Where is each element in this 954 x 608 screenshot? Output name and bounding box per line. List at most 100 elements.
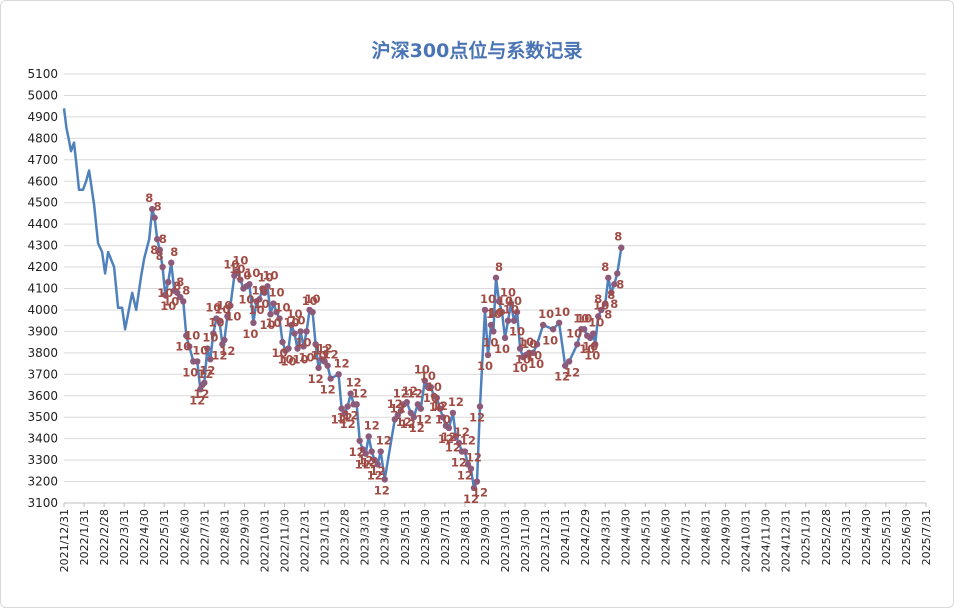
data-label: 10	[500, 286, 516, 300]
data-point	[344, 403, 351, 410]
data-label: 12	[193, 387, 209, 401]
data-label: 10	[262, 268, 278, 282]
data-label: 10	[284, 316, 300, 330]
data-point	[445, 424, 453, 432]
data-label: 10	[274, 301, 290, 315]
data-label: 10	[573, 311, 589, 325]
x-tick-label: 2021/12/31	[58, 509, 71, 572]
data-label: 8	[607, 288, 615, 302]
data-label: 12	[340, 417, 356, 431]
data-label: 12	[352, 386, 368, 400]
x-tick-label: 2025/7/31	[920, 509, 933, 565]
data-label: 10	[175, 340, 191, 354]
data-point	[618, 244, 625, 251]
data-point	[156, 246, 164, 254]
x-tick-label: 2024/6/30	[659, 509, 672, 565]
data-point	[452, 433, 460, 440]
data-label: 10	[214, 303, 230, 317]
data-label: 12	[358, 453, 374, 467]
data-label: 10	[238, 293, 254, 307]
data-label: 8	[176, 275, 184, 289]
data-label: 12	[463, 492, 479, 506]
data-point	[151, 214, 158, 221]
data-label: 12	[334, 356, 350, 370]
data-label: 10	[576, 311, 592, 325]
data-label: 10	[584, 348, 600, 362]
data-point	[595, 313, 602, 320]
data-point	[341, 409, 348, 417]
data-label: 12	[349, 445, 365, 459]
data-label: 10	[542, 333, 558, 347]
x-tick-label: 2024/11/30	[760, 509, 773, 572]
x-tick-label: 2022/5/31	[158, 509, 171, 565]
data-label: 10	[216, 298, 232, 312]
data-point	[427, 383, 435, 391]
data-label: 12	[355, 458, 371, 472]
x-tick-label: 2024/7/31	[679, 509, 692, 565]
data-label: 12	[320, 383, 336, 397]
data-point	[303, 328, 310, 335]
data-label: 10	[480, 292, 496, 306]
data-label: 12	[472, 486, 488, 500]
series-line	[62, 108, 623, 490]
data-point	[481, 306, 489, 314]
data-label: 10	[278, 353, 294, 367]
data-point	[297, 328, 304, 335]
data-point	[549, 326, 557, 333]
chart-title: 沪深300点位与系数记录	[371, 40, 583, 62]
data-point	[224, 313, 231, 320]
x-tick-label: 2024/9/30	[720, 509, 733, 565]
data-point	[397, 407, 404, 414]
data-point	[403, 398, 410, 406]
x-tick-label: 2023/7/31	[439, 509, 452, 565]
x-tick-label: 2023/9/30	[479, 509, 492, 565]
data-point	[353, 401, 360, 408]
y-tick-label: 3400	[27, 432, 58, 446]
data-point	[449, 409, 457, 417]
x-tick-label: 2023/3/31	[359, 509, 372, 565]
data-label: 10	[163, 295, 179, 309]
data-point	[362, 450, 369, 457]
data-label: 10	[225, 310, 241, 324]
x-tick-label: 2023/8/31	[459, 509, 472, 565]
data-label: 12	[393, 386, 409, 400]
data-point	[335, 371, 342, 378]
data-point	[533, 341, 541, 348]
data-label: 10	[526, 348, 542, 362]
data-label: 10	[182, 365, 198, 379]
data-label: 10	[242, 327, 258, 341]
data-label: 10	[305, 292, 321, 306]
data-point	[273, 308, 280, 316]
data-point	[433, 394, 441, 402]
data-label: 10	[259, 318, 275, 332]
data-label: 8	[614, 230, 622, 244]
x-tick-label: 2023/5/31	[399, 509, 412, 565]
x-tick-label: 2025/6/30	[900, 509, 913, 565]
data-point	[165, 278, 172, 286]
data-label: 10	[296, 335, 312, 349]
data-point	[264, 283, 271, 290]
data-label: 8	[495, 260, 503, 274]
data-label: 8	[182, 283, 190, 297]
data-label: 12	[448, 395, 464, 409]
data-label: 10	[268, 286, 284, 300]
data-label: 8	[616, 277, 624, 291]
data-label: 10	[223, 258, 239, 272]
x-tick-label: 2025/4/30	[860, 509, 873, 565]
data-label: 12	[564, 365, 580, 379]
x-tick-label: 2024/12/31	[780, 509, 793, 572]
data-point	[592, 341, 599, 348]
data-label: 10	[528, 357, 544, 371]
x-tick-label: 2022/8/31	[218, 509, 231, 565]
data-point	[210, 330, 217, 337]
y-tick-label: 4600	[27, 174, 58, 188]
data-label: 10	[426, 380, 442, 394]
data-label: 10	[579, 342, 595, 356]
data-label: 10	[232, 253, 248, 267]
data-point	[421, 377, 429, 384]
data-point	[216, 317, 223, 324]
data-point	[159, 263, 166, 271]
x-tick-label: 2023/4/30	[379, 509, 392, 565]
y-tick-label: 3300	[27, 453, 58, 467]
